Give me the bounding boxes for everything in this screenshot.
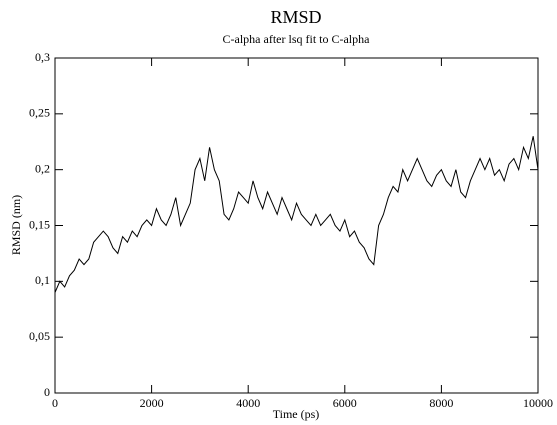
x-tick-label: 6000 (333, 396, 357, 410)
chart-title: RMSD (270, 7, 321, 27)
y-tick-label: 0,1 (35, 273, 50, 287)
y-tick-label: 0,05 (29, 329, 50, 343)
data-line (54, 136, 539, 293)
plot-frame (54, 57, 539, 394)
y-tick-label: 0,25 (29, 106, 50, 120)
x-tick-label: 8000 (429, 396, 453, 410)
y-tick-label: 0 (44, 385, 50, 399)
y-tick-label: 0,15 (29, 217, 50, 231)
y-tick-label: 0,2 (35, 161, 50, 175)
chart-subtitle: C-alpha after lsq fit to C-alpha (223, 32, 371, 46)
x-tick-label: 0 (52, 396, 58, 410)
y-tick-label: 0,3 (35, 50, 50, 64)
x-tick-label: 4000 (236, 396, 260, 410)
x-tick-label: 10000 (523, 396, 553, 410)
x-axis-label: Time (ps) (273, 407, 320, 421)
y-axis-label: RMSD (nm) (9, 195, 23, 255)
x-tick-label: 2000 (140, 396, 164, 410)
